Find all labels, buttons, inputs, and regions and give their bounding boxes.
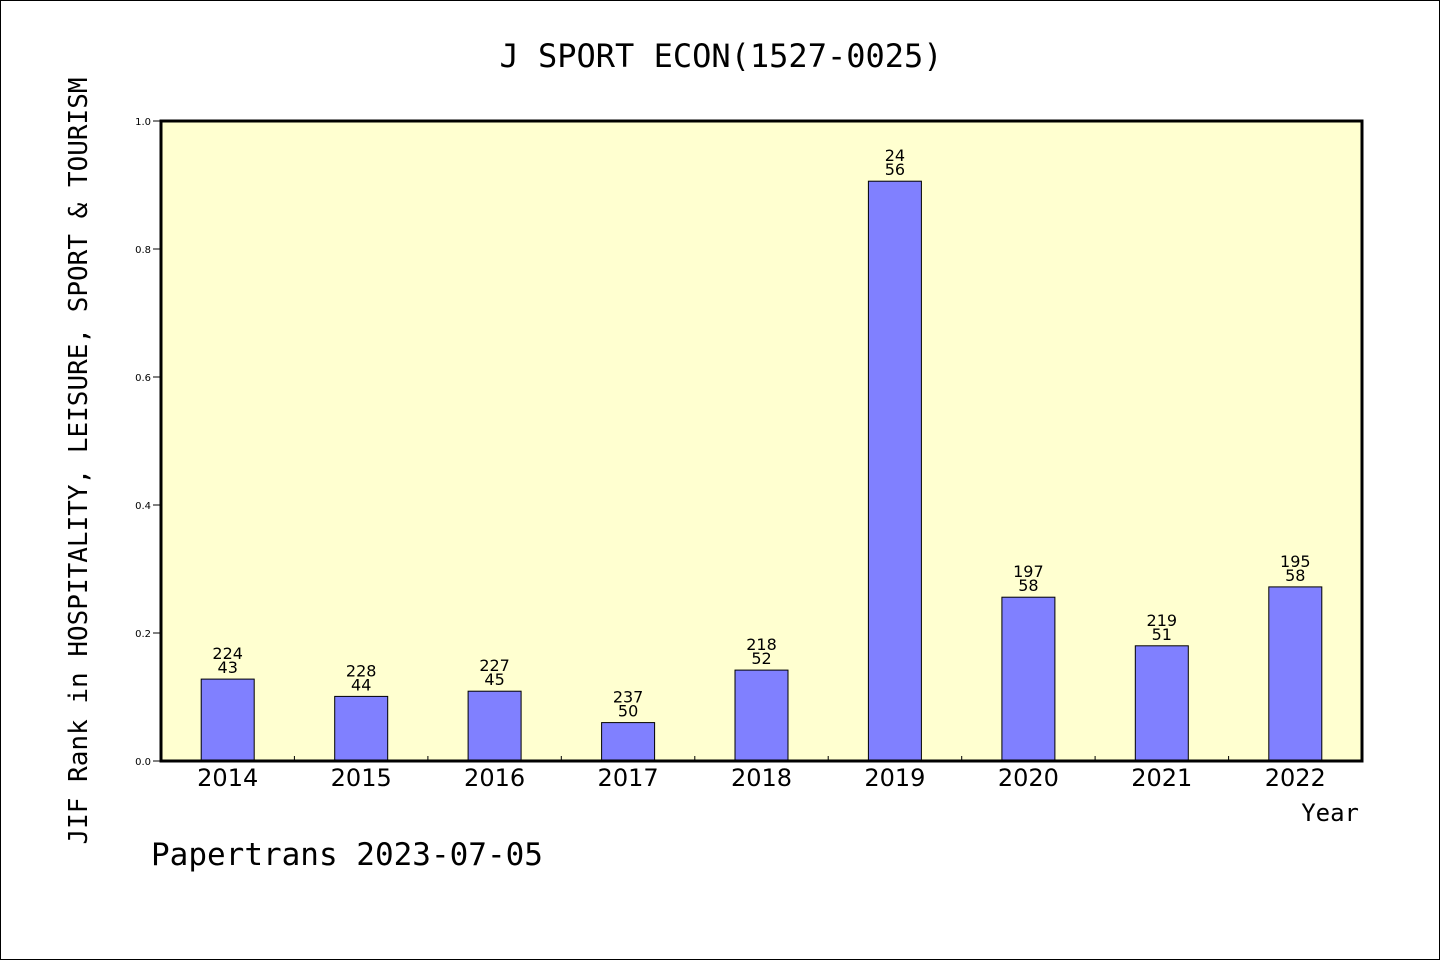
x-tick-label-2014: 2014	[197, 764, 258, 792]
bar-label-total-2020: 197	[1013, 562, 1044, 581]
bar-2014	[200, 678, 255, 762]
x-axis-label: Year	[1301, 799, 1359, 827]
bar-2017	[601, 722, 656, 762]
bar-label-rank-2014: 43	[218, 658, 238, 677]
x-tick-label-2018: 2018	[731, 764, 792, 792]
bar-2015	[334, 695, 389, 762]
bar-label-total-2014: 224	[212, 644, 243, 663]
y-axis-label: JIF Rank in HOSPITALITY, LEISURE, SPORT …	[64, 77, 94, 844]
bar-2022	[1268, 586, 1323, 762]
bar-label-total-2015: 228	[346, 661, 377, 680]
bar-label-rank-2017: 50	[618, 702, 638, 721]
bar-label-rank-2020: 58	[1018, 576, 1038, 595]
bar-2021	[1134, 645, 1189, 762]
y-tick-label-0.4: 0.4	[135, 501, 151, 512]
y-tick-label-0.2: 0.2	[135, 629, 151, 640]
x-tick-label-2017: 2017	[598, 764, 659, 792]
axis-layer: 2014 2015 2016 2017 2018 2019 2020 2021 2022 0.0 0…	[135, 117, 1326, 792]
bar-2020	[1001, 596, 1056, 762]
y-tick-label-0.0: 0.0	[135, 757, 151, 768]
x-tick-label-2019: 2019	[864, 764, 925, 792]
x-tick-label-2021: 2021	[1131, 764, 1192, 792]
bar-label-rank-2022: 58	[1285, 566, 1305, 585]
bar-label-rank-2019: 56	[885, 160, 905, 179]
footer-credit: Papertrans 2023-07-05	[151, 837, 543, 873]
y-tick-label-0.6: 0.6	[135, 373, 151, 384]
x-tick-label-2022: 2022	[1265, 764, 1326, 792]
bar-label-total-2021: 219	[1147, 611, 1178, 630]
bar-label-rank-2021: 51	[1152, 625, 1172, 644]
x-tick-label-2016: 2016	[464, 764, 525, 792]
bar-label-rank-2018: 52	[751, 649, 771, 668]
bar-label-total-2018: 218	[746, 635, 777, 654]
bar-2019	[867, 180, 922, 762]
y-tick-label-0.8: 0.8	[135, 245, 151, 256]
bar-label-total-2016: 227	[479, 656, 510, 675]
bar-label-total-2017: 237	[613, 688, 644, 707]
bar-2018	[734, 669, 789, 762]
bar-label-rank-2016: 45	[484, 670, 504, 689]
y-tick-label-1.0: 1.0	[135, 117, 151, 128]
x-tick-label-2015: 2015	[331, 764, 392, 792]
bar-label-total-2022: 195	[1280, 552, 1311, 571]
bar-label-total-2019: 24	[885, 146, 905, 165]
x-tick-label-2020: 2020	[998, 764, 1059, 792]
plot-border	[159, 119, 1364, 763]
bar-label-rank-2015: 44	[351, 675, 371, 694]
chart-title: J SPORT ECON(1527-0025)	[499, 37, 942, 75]
bar-2016	[467, 690, 522, 762]
